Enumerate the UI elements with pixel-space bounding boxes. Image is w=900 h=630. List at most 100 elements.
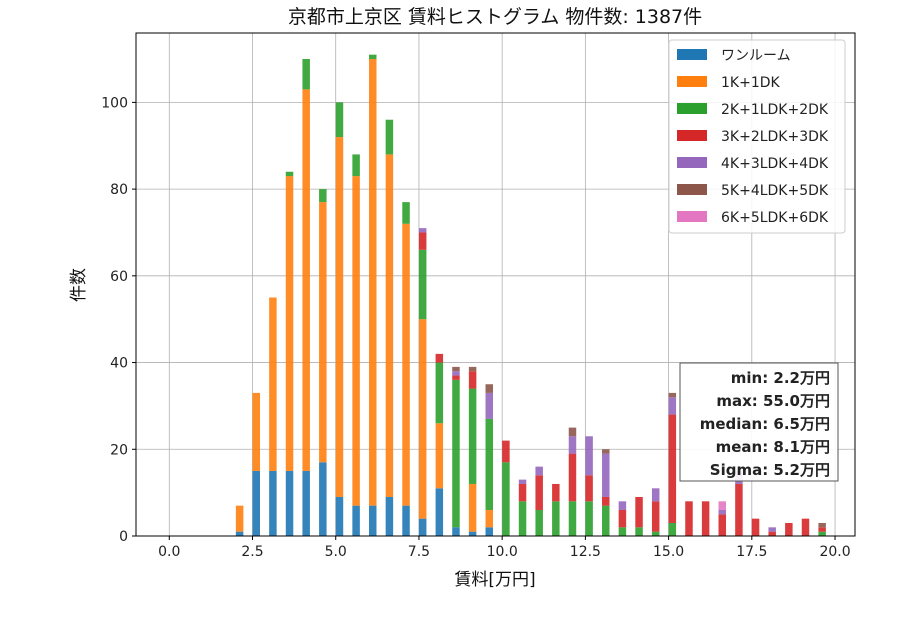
bar-segment [718,509,727,515]
bar-segment [818,522,826,528]
x-tick-label: 12.5 [570,544,601,560]
bar-segment [418,518,427,536]
bar-segment [319,462,327,536]
bar-segment [302,470,310,536]
bar-segment [518,479,527,484]
bar-segment [269,470,277,536]
y-tick-label: 80 [110,182,128,198]
bar-segment [535,475,543,510]
bar-segment [668,397,677,415]
bar-segment [452,375,460,380]
bar-segment [435,423,444,489]
bar-segment [735,483,743,536]
bar-segment [452,366,460,372]
legend-label: 6K+5LDK+6DK [721,210,829,226]
bar-segment [319,202,327,463]
bar-segment [452,527,460,536]
plot-frame [135,32,856,537]
bar-segment [418,319,427,519]
bar-segment [468,388,477,484]
bar-segment [385,119,394,155]
stat-min: min: 2.2万円 [731,369,830,387]
legend-swatch [677,76,707,87]
bar-segment [418,232,427,250]
bar-segment [502,462,510,536]
bar-segment [335,102,344,138]
bar-segment [651,488,660,502]
y-tick-label: 20 [110,442,128,458]
bar-segment [518,501,527,536]
x-tick-label: 20.0 [819,544,850,560]
x-axis-ticks: 0.0 2.5 5.0 7.5 10.0 12.5 15.0 17.5 20.0 [158,536,851,560]
bar-segment [535,509,543,536]
bar-segment [385,154,394,497]
legend-swatch [677,103,707,114]
bar-segment [285,176,294,471]
legend-swatch [677,49,707,60]
bar-segment [319,189,327,203]
bar-segment [485,384,494,393]
bar-segment [235,505,244,532]
bar-segment [435,353,444,363]
bars [235,54,826,536]
stat-median: median: 6.5万円 [700,415,830,433]
bar-segment [568,453,577,502]
bar-segment [751,518,760,536]
bar-segment [518,483,527,502]
bar-segment [235,531,244,536]
bar-segment [468,371,477,389]
bar-segment [535,466,543,476]
bar-segment [385,496,394,536]
legend-box [668,39,846,234]
bar-segment [335,496,344,536]
stat-mean: mean: 8.1万円 [716,438,830,456]
bar-segment [485,509,494,528]
bar-segment [785,522,793,536]
bar-segment [285,470,294,536]
bar-segment [468,531,477,536]
y-tick-label: 60 [110,269,128,285]
bar-segment [418,249,427,320]
bar-segment [485,418,494,510]
bar-segment [585,475,593,502]
legend-swatch [677,130,707,141]
y-axis-ticks: 0 20 40 60 80 100 [101,95,136,545]
bar-segment [651,531,660,536]
bar-segment [668,392,677,398]
legend-swatch [677,211,707,222]
bar-segment [668,522,677,536]
y-axis-title: 件数 [69,268,89,302]
bar-segment [468,483,477,532]
x-tick-label: 7.5 [408,544,430,560]
x-tick-label: 5.0 [325,544,347,560]
legend-label: 5K+4LDK+5DK [721,183,829,199]
bar-segment [435,488,444,536]
bar-segment [818,531,826,536]
bar-segment [602,453,610,497]
bar-segment [635,496,643,528]
bar-segment [818,527,826,532]
bar-segment [452,371,460,376]
bar-segment [635,527,643,536]
legend-items: ワンルーム 1K+1DK 2K+1LDK+2DK 3K+2LDK+3DK 4K+3LDK… [677,48,829,226]
bar-segment [352,176,360,506]
bar-segment [402,223,410,506]
bar-segment [402,505,410,536]
bar-segment [618,501,627,510]
x-tick-label: 2.5 [241,544,263,560]
bar-segment [302,89,310,471]
chart-title: 京都市上京区 賃料ヒストグラム 物件数: 1387件 [288,6,702,28]
legend-label: ワンルーム [721,48,791,64]
stats-box: min: 2.2万円 max: 55.0万円 median: 6.5万円 mea… [679,362,839,482]
bar-segment [369,54,377,60]
bar-segment [502,440,510,463]
stat-max: max: 55.0万円 [716,392,830,410]
bar-segment [768,527,776,532]
bar-segment [485,392,494,419]
bar-segment [485,527,494,536]
bar-segment [602,505,610,536]
legend-label: 3K+2LDK+3DK [721,129,829,145]
bar-segment [768,531,776,536]
bar-segment [435,362,444,424]
